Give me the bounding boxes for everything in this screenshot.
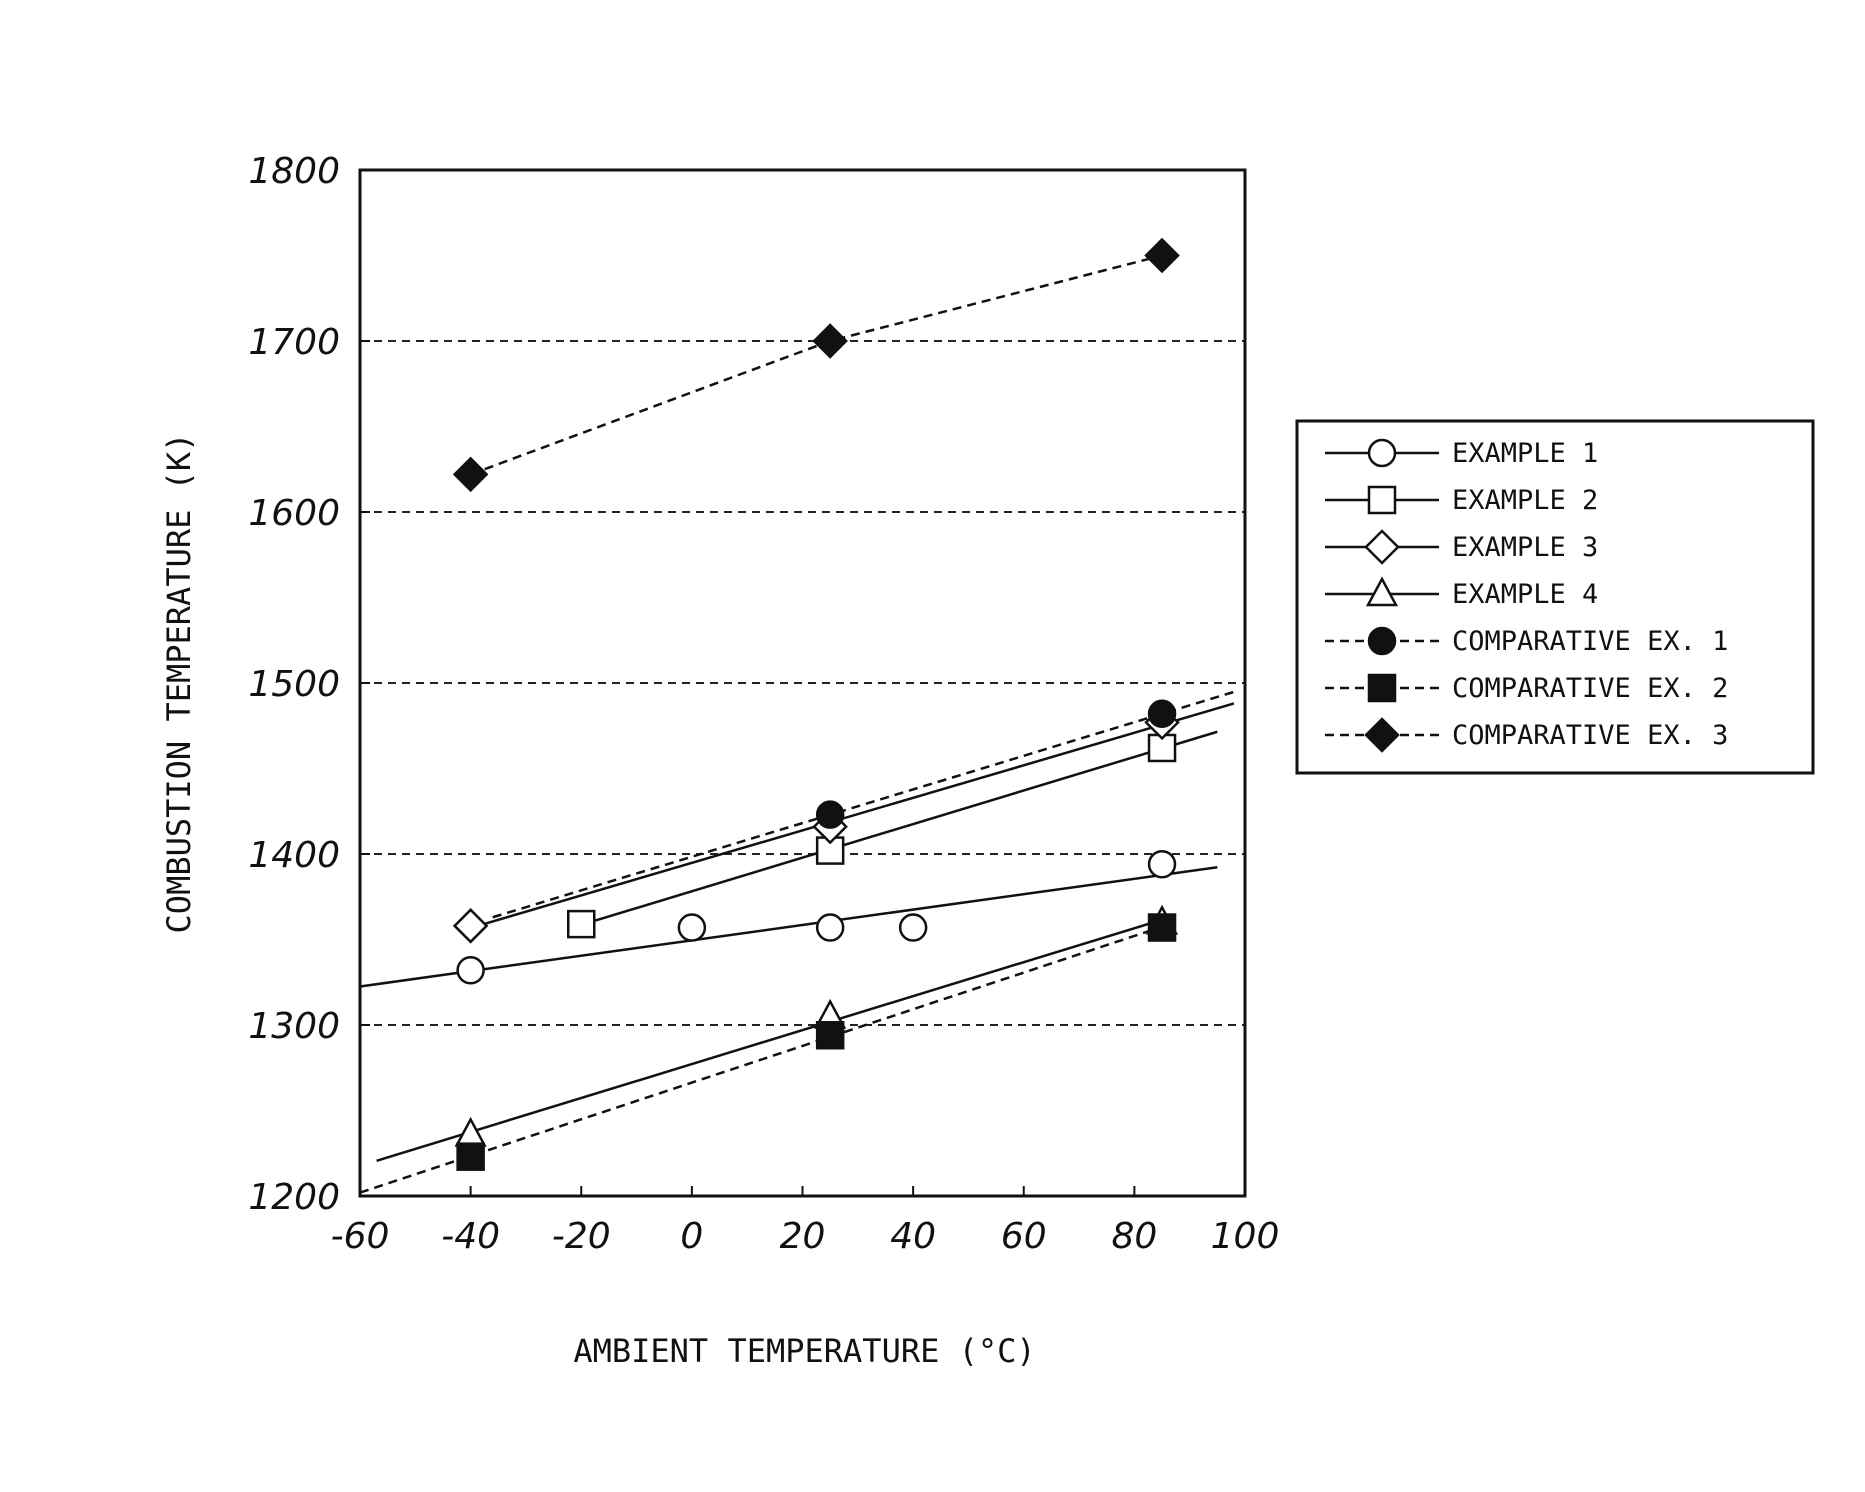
x-tick-label-80: 80 xyxy=(1111,1216,1157,1257)
series-line xyxy=(377,916,1174,1161)
x-axis-title: AMBIENT TEMPERATURE (°C) xyxy=(573,1332,1035,1370)
data-point xyxy=(455,910,487,942)
x-tick-label-100: 100 xyxy=(1211,1216,1280,1257)
y-tick-label-1800: 1800 xyxy=(248,151,340,192)
data-point xyxy=(457,1119,485,1145)
series-example-2 xyxy=(568,732,1217,937)
y-tick-label-1300: 1300 xyxy=(248,1006,340,1047)
legend-marker xyxy=(1369,675,1395,701)
series-comparative-ex-1 xyxy=(493,692,1234,917)
legend-label: COMPARATIVE EX. 1 xyxy=(1452,626,1728,657)
data-point xyxy=(817,1022,843,1048)
data-point xyxy=(1149,851,1175,877)
series-line xyxy=(471,256,1162,475)
legend-entry: COMPARATIVE EX. 2 xyxy=(1325,673,1728,704)
legend-marker xyxy=(1369,487,1395,513)
data-point xyxy=(1149,701,1175,727)
x-tick-label-40: 40 xyxy=(890,1216,936,1257)
legend-label: EXAMPLE 3 xyxy=(1452,532,1598,563)
y-tick-label-1200: 1200 xyxy=(248,1177,340,1218)
legend-label: COMPARATIVE EX. 2 xyxy=(1452,673,1728,704)
data-point xyxy=(1146,240,1178,272)
series-line xyxy=(493,692,1234,917)
legend-marker xyxy=(1369,440,1395,466)
data-point xyxy=(817,802,843,828)
series-comparative-ex-3 xyxy=(455,240,1178,491)
series-line xyxy=(360,867,1217,986)
data-point xyxy=(679,915,705,941)
y-axis-title: COMBUSTION TEMPERATURE (K) xyxy=(160,433,198,934)
y-tick-label-1500: 1500 xyxy=(248,664,340,705)
x-tick-label--40: -40 xyxy=(441,1216,500,1257)
data-point xyxy=(455,458,487,490)
legend-marker xyxy=(1369,628,1395,654)
axis-ticks: 1200 1300 1400 1500 1600 1700 1800 -60 -40 -20 0 20… xyxy=(248,151,1279,1257)
data-point xyxy=(458,1144,484,1170)
legend-entry: COMPARATIVE EX. 3 xyxy=(1325,719,1728,751)
series-example-4 xyxy=(377,907,1176,1160)
legend-label: COMPARATIVE EX. 3 xyxy=(1452,720,1728,751)
series-comparative-ex-2 xyxy=(360,915,1175,1193)
x-tick-label--60: -60 xyxy=(331,1216,390,1257)
x-tick-label-0: 0 xyxy=(680,1216,703,1257)
series-line xyxy=(482,703,1234,924)
legend-label: EXAMPLE 1 xyxy=(1452,438,1598,469)
data-point xyxy=(1149,915,1175,941)
data-point xyxy=(814,325,846,357)
y-tick-label-1700: 1700 xyxy=(248,322,340,363)
data-point xyxy=(458,957,484,983)
series-example-3 xyxy=(455,703,1234,941)
legend-label: EXAMPLE 2 xyxy=(1452,485,1598,516)
data-point xyxy=(900,915,926,941)
data-point xyxy=(568,911,594,937)
y-tick-label-1400: 1400 xyxy=(248,835,340,876)
legend-label: EXAMPLE 4 xyxy=(1452,579,1598,610)
series-layer xyxy=(360,240,1234,1193)
x-tick-label-20: 20 xyxy=(780,1216,826,1257)
series-example-1 xyxy=(360,851,1217,986)
x-tick-label--20: -20 xyxy=(552,1216,611,1257)
legend: EXAMPLE 1 EXAMPLE 2 EXAMPLE 3 EXAMPLE 4 COMP… xyxy=(1297,421,1813,773)
series-line xyxy=(581,732,1217,925)
legend-entry: COMPARATIVE EX. 1 xyxy=(1325,626,1728,657)
y-tick-label-1600: 1600 xyxy=(248,493,340,534)
x-tick-label-60: 60 xyxy=(1001,1216,1047,1257)
data-point xyxy=(817,915,843,941)
